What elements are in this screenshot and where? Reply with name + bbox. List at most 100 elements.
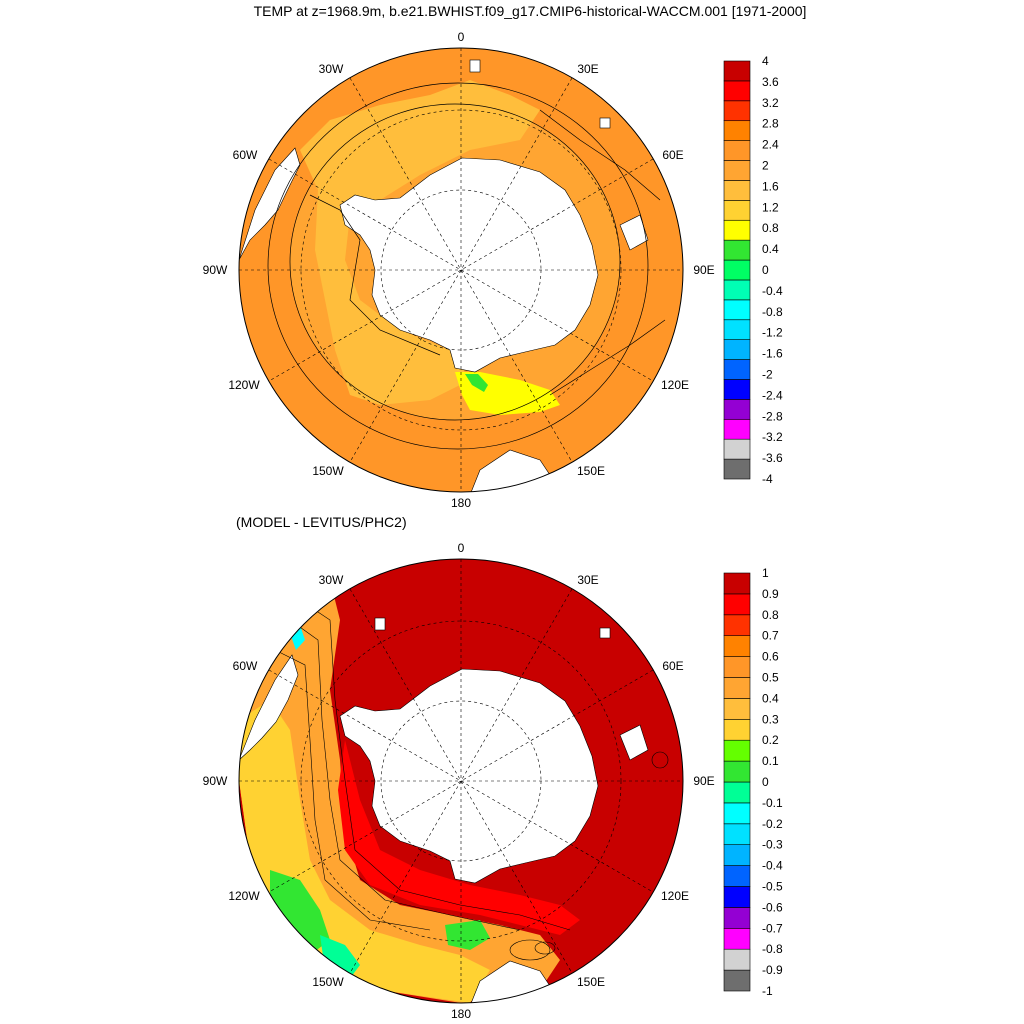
colorbar-swatch xyxy=(723,593,751,616)
colorbar-label: 1.2 xyxy=(762,200,779,214)
colorbar-label: -4 xyxy=(762,472,773,486)
diff-field-green-patch xyxy=(445,920,490,950)
lon-label-150w: 150W xyxy=(312,975,344,989)
colorbar-label: 2 xyxy=(762,159,769,173)
lon-label-90e: 90E xyxy=(693,263,714,277)
ocean-field-band-0-4 xyxy=(465,374,488,392)
colorbar-label: 0.2 xyxy=(762,733,779,747)
colorbar-swatch xyxy=(723,379,751,400)
colorbar-label: -1 xyxy=(762,984,773,998)
contour-lines xyxy=(267,82,666,450)
colorbar-swatch xyxy=(723,160,751,181)
colorbar-swatch xyxy=(723,80,751,102)
colorbar-swatch xyxy=(723,698,751,720)
colorbar-swatch xyxy=(723,259,751,281)
colorbar-swatch xyxy=(723,180,751,201)
colorbar-label: 0.7 xyxy=(762,629,779,643)
colorbar-label: -2.8 xyxy=(762,409,783,423)
colorbar-swatch xyxy=(723,656,751,678)
lon-label-30e: 30E xyxy=(577,62,598,76)
colorbar-label: 0 xyxy=(762,775,769,789)
colorbar-swatch xyxy=(723,635,751,657)
colorbar-label: -0.4 xyxy=(762,284,783,298)
colorbar-swatch xyxy=(723,927,751,950)
colorbar-label: -1.2 xyxy=(762,326,783,340)
colorbar-swatch xyxy=(723,319,751,340)
colorbar-label: 1.6 xyxy=(762,179,779,193)
longitude-labels: 0 30E 60E 90E 120E 150E 180 150W 120W 90… xyxy=(203,30,715,510)
colorbar-label: -0.8 xyxy=(762,305,783,319)
colorbar-label: -0.6 xyxy=(762,900,783,914)
colorbar-label: -0.7 xyxy=(762,921,783,935)
colorbar-swatch xyxy=(723,120,751,141)
lon-label-120e: 120E xyxy=(661,889,689,903)
colorbar-label: 0.6 xyxy=(762,650,779,664)
colorbar-swatch xyxy=(723,299,751,321)
colorbar-label: 3.6 xyxy=(762,75,779,89)
lon-label-30w: 30W xyxy=(319,573,344,587)
lon-label-150e: 150E xyxy=(577,975,605,989)
colorbar-label: 0.5 xyxy=(762,671,779,685)
colorbar-label: 0.8 xyxy=(762,608,779,622)
colorbar-swatch xyxy=(723,823,751,845)
colorbar-label: -0.8 xyxy=(762,942,783,956)
antarctica-land xyxy=(339,157,599,373)
colorbar-swatch xyxy=(723,886,751,908)
colorbar-label: 0.4 xyxy=(762,242,779,256)
colorbar-swatch xyxy=(723,458,751,480)
colorbar-swatch xyxy=(723,948,751,971)
lon-label-180: 180 xyxy=(451,496,471,510)
lon-label-120e: 120E xyxy=(661,378,689,392)
colorbar-swatch xyxy=(723,760,751,783)
lon-label-90w: 90W xyxy=(203,774,228,788)
temperature-map: 0 30E 60E 90E 120E 150E 180 150W 120W 90… xyxy=(203,30,783,510)
diff-field-inner-warm xyxy=(338,740,580,935)
temperature-colorbar: 4 3.6 3.2 2.8 2.4 2 1.6 1.2 0.8 0.4 0 -0.4 -0.8 -1.2 -… xyxy=(723,54,783,486)
lon-label-60e: 60E xyxy=(662,659,683,673)
difference-subtitle: (MODEL - LEVITUS/PHC2) xyxy=(236,514,407,530)
colorbar-label: -3.6 xyxy=(762,451,783,465)
colorbar-label: -0.5 xyxy=(762,880,783,894)
colorbar-swatch xyxy=(723,718,751,741)
colorbar-label: -3.2 xyxy=(762,430,783,444)
graticule-diff xyxy=(239,559,683,1003)
colorbar-swatch xyxy=(723,865,751,887)
colorbar-label: 1 xyxy=(762,566,769,580)
colorbar-swatch xyxy=(723,399,751,420)
colorbar-label: -2.4 xyxy=(762,388,783,402)
lon-label-180: 180 xyxy=(451,1007,471,1021)
colorbar-swatch xyxy=(723,239,751,261)
lon-label-90w: 90W xyxy=(203,263,228,277)
colorbar-swatch xyxy=(723,572,751,595)
colorbar-label: 0.3 xyxy=(762,712,779,726)
difference-colorbar: 1 0.9 0.8 0.7 0.6 0.5 0.4 0.3 0.2 0.1 0 -0.1 -0.2 -0.… xyxy=(723,566,783,998)
lon-label-90e: 90E xyxy=(693,774,714,788)
colorbar-label: 3.2 xyxy=(762,96,779,110)
colorbar-swatch xyxy=(723,279,751,301)
colorbar-swatch xyxy=(723,802,751,825)
colorbar-swatch xyxy=(723,907,751,929)
lon-label-60w: 60W xyxy=(233,659,258,673)
colorbar-swatch xyxy=(723,418,751,440)
diff-contour-lines xyxy=(274,599,669,961)
colorbar-label: -2 xyxy=(762,368,773,382)
colorbar-swatch xyxy=(723,438,751,460)
colorbar-swatch xyxy=(723,969,751,992)
colorbar-swatch xyxy=(723,359,751,380)
colorbar-label: 0.9 xyxy=(762,587,779,601)
colorbar-swatch xyxy=(723,60,751,82)
colorbar-label: 0.8 xyxy=(762,221,779,235)
lon-label-30e: 30E xyxy=(577,573,598,587)
colorbar-label: -0.4 xyxy=(762,859,783,873)
lon-label-150w: 150W xyxy=(312,464,344,478)
colorbar-label: 0 xyxy=(762,263,769,277)
figure-title: TEMP at z=1968.9m, b.e21.BWHIST.f09_g17.… xyxy=(254,3,807,19)
colorbar-swatch xyxy=(723,844,751,866)
lon-label-120w: 120W xyxy=(228,378,260,392)
colorbar-label: 4 xyxy=(762,54,769,68)
lon-label-150e: 150E xyxy=(577,464,605,478)
colorbar-swatch xyxy=(723,339,751,360)
lon-label-30w: 30W xyxy=(319,62,344,76)
colorbar-label: -0.3 xyxy=(762,838,783,852)
colorbar-swatch xyxy=(723,677,751,699)
